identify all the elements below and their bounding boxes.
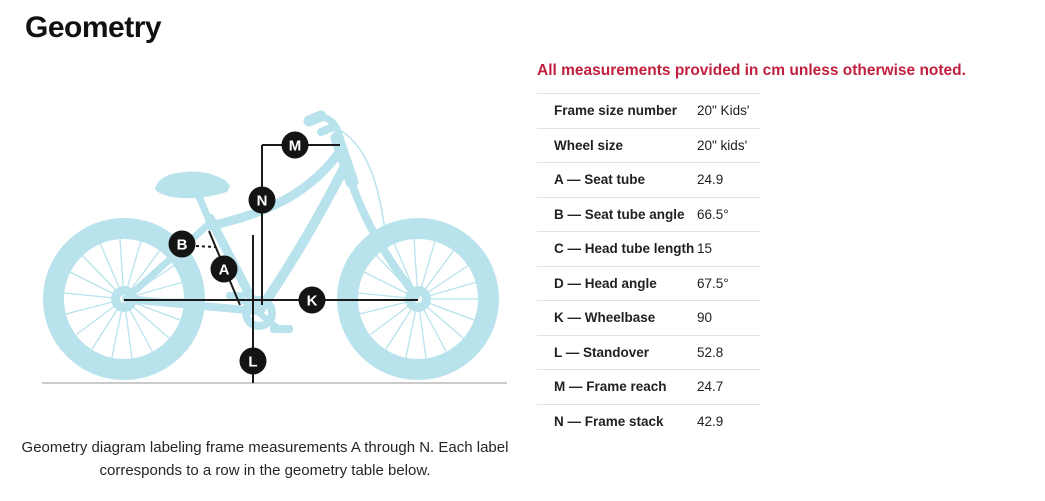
saddle [155,171,230,199]
label-circle-k [298,286,326,314]
table-row: B — Seat tube angle 66.5° [537,196,760,232]
row-label: D — Head angle [554,275,657,291]
bike-silhouette [43,110,499,380]
geometry-table: Frame size number 20" Kids' Wheel size 20" … [537,93,760,438]
page-title: Geometry [25,11,162,44]
table-row: K — Wheelbase 90 [537,300,760,335]
row-label: B — Seat tube angle [554,206,685,222]
handlebar-grip [303,110,327,127]
stem [335,137,348,159]
row-value: 24.7 [697,379,724,395]
row-label: N — Frame stack [554,413,664,429]
label-letter-m: M [289,138,302,155]
row-label: M — Frame reach [554,379,667,395]
handlebar-grip-far [317,123,337,136]
label-letter-b: B [177,237,188,254]
label-circle-a [210,255,238,283]
row-value: 42.9 [697,413,724,429]
seat-stay [122,218,215,303]
row-label: Wheel size [554,137,624,153]
row-value: 66.5° [697,206,729,222]
diagram-caption-line1: Geometry diagram labeling frame measurem… [21,439,509,456]
table-row: L — Standover 52.8 [537,334,760,370]
table-row: A — Seat tube 24.9 [537,162,760,197]
bike-geometry-figure: M N B A K L [42,110,507,384]
top-tube [205,149,343,231]
measurement-line-b [195,245,216,248]
table-row: N — Frame stack 42.9 [537,403,760,439]
label-circle-b [168,230,196,258]
row-label: A — Seat tube [554,172,646,188]
table-row: Frame size number 20" Kids' [537,93,760,128]
label-circle-l [239,347,267,375]
row-label: Frame size number [554,103,678,119]
label-circle-m [281,131,309,159]
table-row: D — Head angle 67.5° [537,265,760,301]
pedal [270,325,293,333]
diagram-labels: M N B A K L [168,131,326,375]
fork [346,174,420,300]
brake-cable [331,125,388,249]
row-label: C — Head tube length [554,241,695,257]
down-tube [255,165,348,315]
diagram-caption: Geometry diagram labeling frame measurem… [5,436,525,482]
row-value: 24.9 [697,172,724,188]
table-row: C — Head tube length 15 [537,231,760,266]
row-value: 52.8 [697,344,724,360]
seat-post [194,190,215,229]
row-label: L — Standover [554,344,650,360]
table-row: Wheel size 20" kids' [537,127,760,163]
table-row: M — Frame reach 24.7 [537,369,760,404]
diagram-caption-line2: corresponds to a row in the geometry tab… [99,462,431,479]
label-circle-n [248,186,276,214]
label-letter-k: K [307,293,318,310]
row-label: K — Wheelbase [554,310,656,326]
row-value: 20" Kids' [697,103,750,119]
measurements-note: All measurements provided in cm unless o… [537,62,966,79]
label-letter-n: N [257,193,268,210]
row-value: 15 [697,241,713,257]
row-value: 90 [697,310,713,326]
label-letter-a: A [219,262,230,279]
geometry-diagram: M N B A K L [20,90,525,402]
row-value: 20" kids' [697,137,748,153]
label-letter-l: L [248,354,257,371]
row-value: 67.5° [697,275,729,291]
